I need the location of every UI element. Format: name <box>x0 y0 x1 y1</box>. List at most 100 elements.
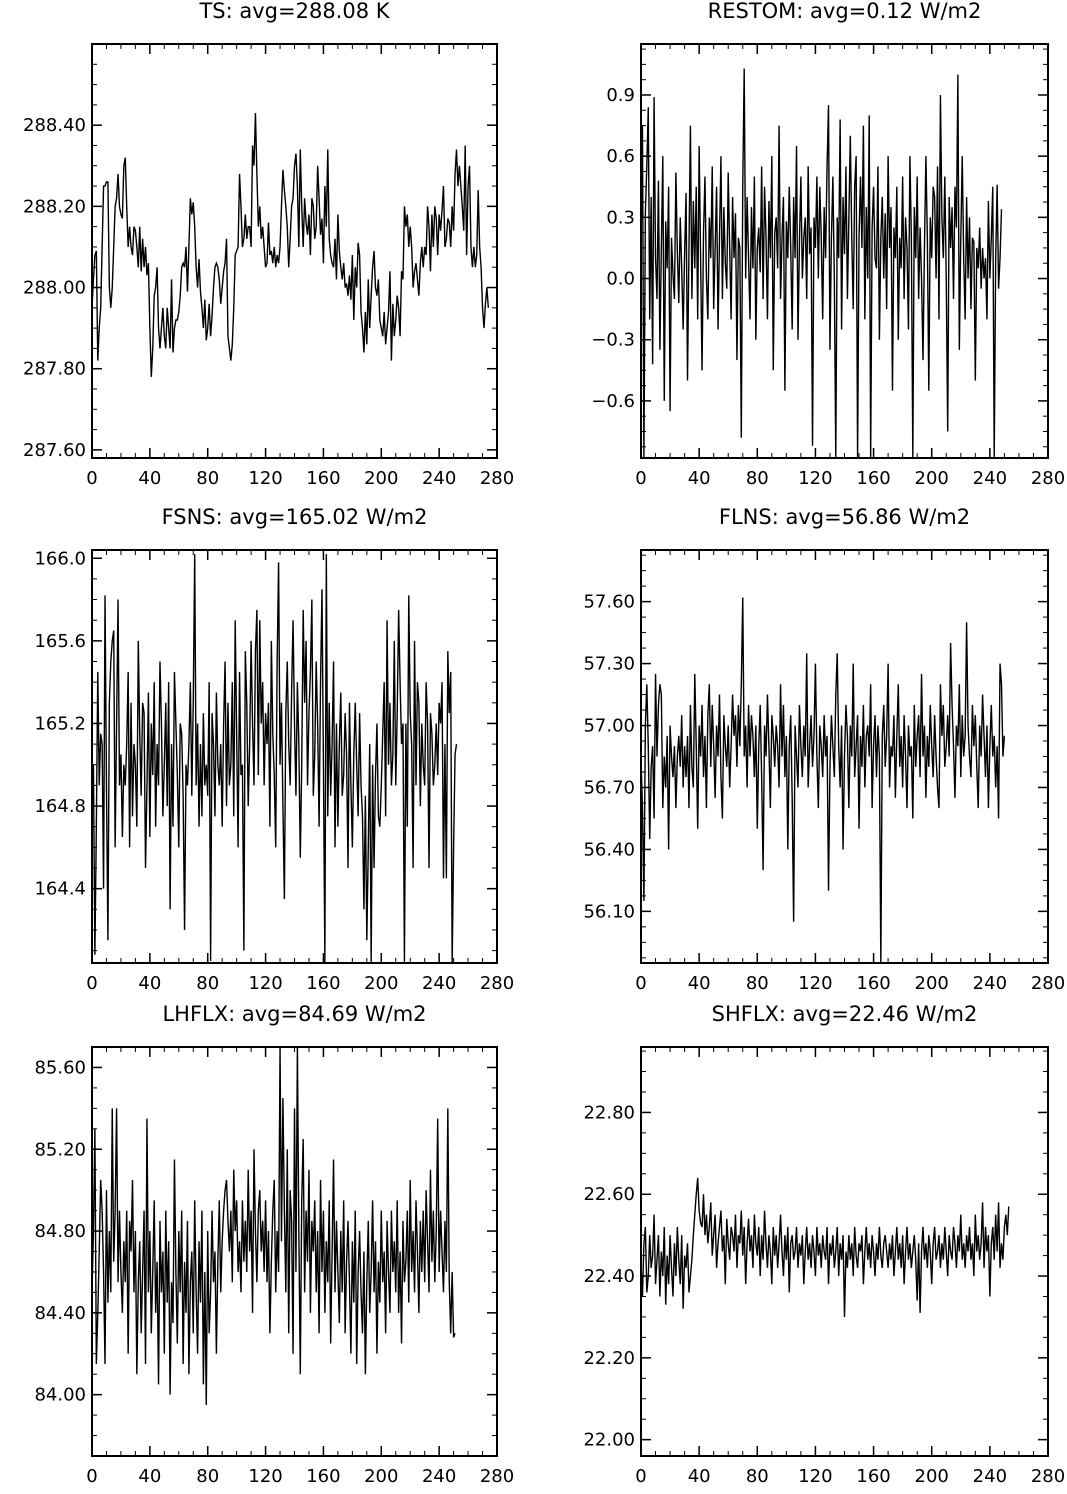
chart-panel-shflx: SHFLX: avg=22.46 W/m2 0 40 80 120 160 200 240 28… <box>583 1002 1065 1487</box>
x-tick-label: 200 <box>364 468 398 489</box>
x-tick-label: 160 <box>306 468 340 489</box>
y-tick-label: 0.9 <box>606 85 635 106</box>
x-tick-label: 280 <box>1031 468 1065 489</box>
y-tick-label: 287.60 <box>23 440 86 461</box>
chart-panel-fsns: FSNS: avg=165.02 W/m2 0 40 80 120 160 200 240 28… <box>34 505 514 994</box>
y-tick-label: 57.60 <box>583 592 635 613</box>
y-tick-label: 0.6 <box>606 146 635 167</box>
y-tick-label: 84.40 <box>34 1303 86 1324</box>
y-tick-label: 56.70 <box>583 777 635 798</box>
x-tick-label: 120 <box>248 468 282 489</box>
x-tick-label: 200 <box>915 1466 949 1487</box>
y-tick-label: 164.4 <box>34 879 86 900</box>
y-tick-label: 166.0 <box>34 548 86 569</box>
x-tick-label: 0 <box>86 1466 97 1487</box>
series-line-ts-0 <box>91 112 490 377</box>
x-tick-label: 80 <box>746 973 769 994</box>
y-tick-label: 165.6 <box>34 631 86 652</box>
chart-title: LHFLX: avg=84.69 W/m2 <box>162 1002 426 1026</box>
y-tick-label: 287.80 <box>23 359 86 380</box>
x-tick-label: 200 <box>364 973 398 994</box>
chart-title: FSNS: avg=165.02 W/m2 <box>162 505 428 529</box>
y-tick-label: 165.2 <box>34 713 86 734</box>
y-tick-label: 22.00 <box>583 1430 635 1451</box>
x-tick-label: 280 <box>480 1466 514 1487</box>
x-tick-label: 40 <box>138 1466 161 1487</box>
x-tick-label: 80 <box>196 1466 219 1487</box>
x-tick-label: 80 <box>196 468 219 489</box>
x-tick-label: 80 <box>196 973 219 994</box>
series-line-shflx-0 <box>640 1177 1010 1317</box>
chart-panel-lhflx: LHFLX: avg=84.69 W/m2 0 40 80 120 160 200 240 28… <box>34 1002 514 1487</box>
x-tick-label: 240 <box>973 468 1007 489</box>
y-tick-label: −0.3 <box>591 330 635 351</box>
x-tick-label: 160 <box>856 1466 890 1487</box>
chart-title: RESTOM: avg=0.12 W/m2 <box>708 0 982 23</box>
y-tick-label: 288.00 <box>23 278 86 299</box>
y-tick-label: 85.20 <box>34 1139 86 1160</box>
x-tick-label: 160 <box>856 468 890 489</box>
chart-title: SHFLX: avg=22.46 W/m2 <box>712 1002 978 1026</box>
y-tick-label: 288.40 <box>23 115 86 136</box>
y-tick-label: 22.60 <box>583 1184 635 1205</box>
x-tick-label: 40 <box>138 468 161 489</box>
x-tick-label: 120 <box>798 973 832 994</box>
x-tick-label: 280 <box>480 468 514 489</box>
x-tick-label: 120 <box>248 1466 282 1487</box>
y-tick-label: 57.30 <box>583 654 635 675</box>
x-tick-label: 160 <box>306 1466 340 1487</box>
x-tick-label: 280 <box>1031 973 1065 994</box>
series-line-flns-0 <box>640 597 1006 964</box>
y-tick-label: 0.0 <box>606 269 635 290</box>
y-tick-label: 0.3 <box>606 207 635 228</box>
x-tick-label: 240 <box>973 1466 1007 1487</box>
x-tick-label: 240 <box>422 1466 456 1487</box>
y-tick-label: 288.20 <box>23 196 86 217</box>
x-tick-label: 0 <box>635 1466 646 1487</box>
chart-title: TS: avg=288.08 K <box>198 0 390 23</box>
chart-panel-restom: RESTOM: avg=0.12 W/m2 0 40 80 120 160 200 240 28… <box>591 0 1065 489</box>
x-tick-label: 80 <box>746 468 769 489</box>
series-line-lhflx-0 <box>91 1046 456 1405</box>
plot-frame <box>91 43 498 459</box>
x-tick-label: 240 <box>422 973 456 994</box>
x-tick-label: 240 <box>422 468 456 489</box>
x-tick-label: 40 <box>688 973 711 994</box>
x-tick-label: 120 <box>248 973 282 994</box>
y-tick-label: 56.10 <box>583 901 635 922</box>
x-tick-label: 0 <box>635 468 646 489</box>
x-tick-label: 200 <box>364 1466 398 1487</box>
y-tick-label: 84.80 <box>34 1221 86 1242</box>
chart-title: FLNS: avg=56.86 W/m2 <box>719 505 970 529</box>
y-tick-label: 57.00 <box>583 716 635 737</box>
y-tick-label: 22.40 <box>583 1266 635 1287</box>
x-tick-label: 200 <box>915 973 949 994</box>
x-tick-label: 160 <box>306 973 340 994</box>
x-tick-label: 240 <box>973 973 1007 994</box>
chart-panel-ts: TS: avg=288.08 K 0 40 80 120 160 200 240 280 287.… <box>23 0 514 489</box>
x-tick-label: 0 <box>86 973 97 994</box>
x-tick-label: 280 <box>1031 1466 1065 1487</box>
x-tick-label: 160 <box>856 973 890 994</box>
x-tick-label: 80 <box>746 1466 769 1487</box>
x-tick-label: 120 <box>798 468 832 489</box>
x-tick-label: 40 <box>688 1466 711 1487</box>
y-tick-label: 22.80 <box>583 1102 635 1123</box>
x-tick-label: 40 <box>138 973 161 994</box>
y-tick-label: 56.40 <box>583 839 635 860</box>
y-tick-label: 84.00 <box>34 1385 86 1406</box>
y-tick-label: 22.20 <box>583 1348 635 1369</box>
x-tick-label: 0 <box>86 468 97 489</box>
x-tick-label: 200 <box>915 468 949 489</box>
x-tick-label: 40 <box>688 468 711 489</box>
chart-panel-flns: FLNS: avg=56.86 W/m2 0 40 80 120 160 200 240 280… <box>583 505 1065 994</box>
x-tick-label: 280 <box>480 973 514 994</box>
x-tick-label: 0 <box>635 973 646 994</box>
y-tick-label: 85.60 <box>34 1057 86 1078</box>
x-tick-label: 120 <box>798 1466 832 1487</box>
y-tick-label: −0.6 <box>591 391 635 412</box>
series-line-fsns-0 <box>91 554 458 964</box>
y-tick-label: 164.8 <box>34 796 86 817</box>
series-line-restom-0 <box>640 68 1003 459</box>
